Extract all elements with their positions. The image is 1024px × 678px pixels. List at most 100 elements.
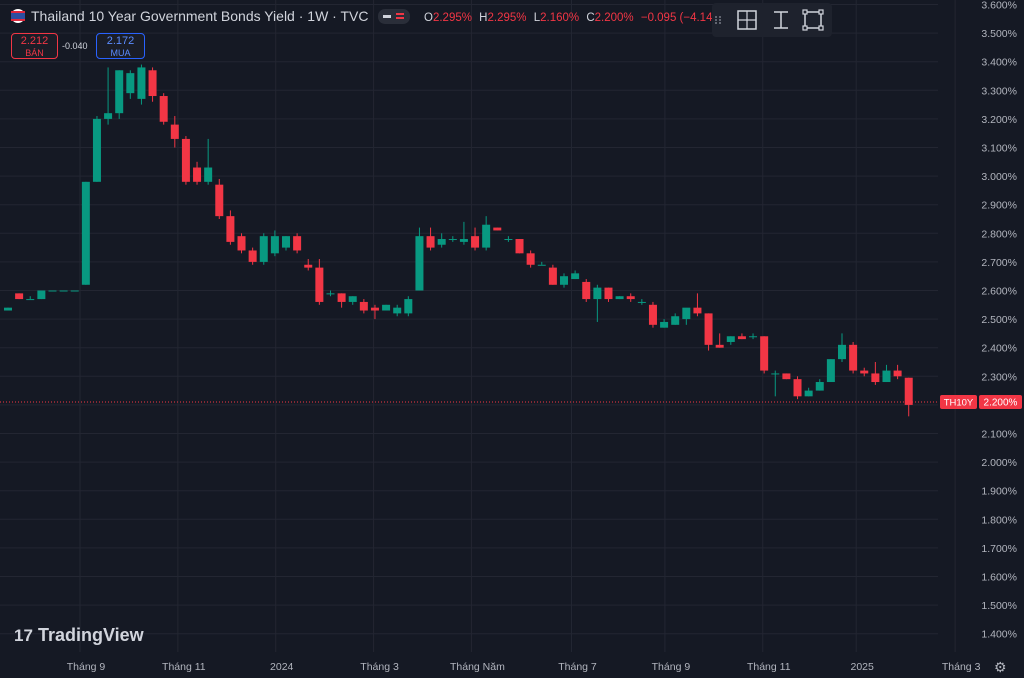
- candle-body: [493, 227, 502, 231]
- candle-body: [771, 373, 780, 375]
- candle-body: [760, 336, 769, 371]
- flag-stripe: [11, 13, 25, 19]
- symbol-title[interactable]: Thailand 10 Year Government Bonds Yield …: [31, 8, 368, 24]
- x-axis: Tháng 9 Tháng 11 2024 Tháng 3 Tháng Năm Tháng…: [67, 661, 981, 673]
- candle-body: [304, 264, 313, 268]
- y-tick-label: 3.600%: [981, 0, 1017, 12]
- tradingview-logo[interactable]: 17 TradingView: [14, 625, 144, 646]
- x-tick-label: Tháng 9: [67, 661, 106, 673]
- chart-toolbar: [712, 3, 832, 37]
- candle-body: [404, 299, 413, 314]
- y-tick-label: 1.900%: [981, 486, 1017, 498]
- price-value-label: 2.200%: [984, 398, 1018, 409]
- x-tick-label: Tháng 11: [747, 661, 791, 673]
- candle-body: [815, 382, 824, 391]
- candle-body: [204, 167, 213, 182]
- chart-header: Thailand 10 Year Government Bonds Yield …: [11, 8, 727, 24]
- candle-body: [826, 359, 835, 383]
- measure-icon[interactable]: [770, 9, 792, 31]
- drag-handle-icon[interactable]: [714, 15, 722, 25]
- candle-body: [437, 239, 446, 245]
- candle-body: [626, 296, 635, 300]
- x-tick-label: Tháng 11: [162, 661, 206, 673]
- flag-stripe-top: [11, 11, 25, 13]
- x-tick-label: Tháng Năm: [450, 661, 505, 673]
- candle-body: [504, 239, 513, 241]
- y-tick-label: 1.700%: [981, 543, 1017, 555]
- candle-body: [804, 390, 813, 397]
- candle-body: [282, 236, 290, 248]
- crosshair-icon[interactable]: [736, 9, 758, 31]
- candle-body: [81, 181, 90, 285]
- candle-body: [548, 267, 557, 285]
- candle-body: [515, 239, 524, 254]
- minus-icon: [383, 15, 391, 18]
- candle-body: [4, 307, 12, 311]
- candle-body: [315, 267, 324, 302]
- candles-group: [4, 64, 913, 417]
- x-tick-label: 2025: [850, 661, 874, 673]
- spread-value: -0.040: [62, 41, 88, 51]
- y-tick-label: 1.600%: [981, 572, 1017, 584]
- candle-body: [426, 236, 435, 248]
- y-tick-label: 2.900%: [981, 200, 1017, 212]
- sell-label: BÁN: [25, 48, 44, 58]
- candle-body: [15, 293, 24, 300]
- x-tick-label: Tháng 3: [360, 661, 399, 673]
- candle-body: [871, 373, 880, 383]
- buy-button[interactable]: 2.172 MUA: [96, 33, 145, 59]
- buy-label: MUA: [110, 48, 131, 58]
- candle-body: [704, 313, 713, 345]
- candle-body: [126, 73, 135, 94]
- candle-body: [793, 379, 802, 397]
- candle-body: [226, 216, 235, 242]
- tv-logo-icon: 17: [14, 626, 33, 645]
- candle-body: [471, 236, 480, 248]
- candle-body: [170, 124, 179, 139]
- x-tick-label: 2024: [270, 661, 294, 673]
- y-tick-label: 3.500%: [981, 28, 1017, 40]
- candle-body: [293, 236, 302, 251]
- gear-icon[interactable]: ⚙: [994, 659, 1007, 675]
- y-tick-label: 2.600%: [981, 286, 1017, 298]
- candle-body: [270, 236, 279, 254]
- candle-body: [571, 273, 580, 280]
- candle-body: [382, 304, 391, 311]
- candle-body: [137, 67, 146, 99]
- candle-body: [115, 70, 124, 114]
- candle-body: [860, 370, 869, 374]
- x-tick-label: Tháng 7: [558, 661, 597, 673]
- candle-body: [838, 344, 846, 360]
- candle-body: [593, 287, 602, 300]
- candle-body: [526, 253, 535, 265]
- candle-body: [604, 287, 613, 300]
- candle-body: [393, 307, 402, 314]
- sell-button[interactable]: 2.212 BÁN: [11, 33, 58, 59]
- visibility-toggle[interactable]: [378, 9, 410, 24]
- candle-body: [560, 276, 568, 285]
- candle-body: [582, 281, 591, 300]
- y-tick-label: 1.500%: [981, 600, 1017, 612]
- candle-body: [70, 290, 79, 292]
- candle-body: [37, 290, 46, 300]
- y-tick-label: 1.400%: [981, 629, 1017, 641]
- logo-text: TradingView: [37, 625, 144, 645]
- y-tick-label: 3.100%: [981, 143, 1017, 155]
- y-tick-label: 2.100%: [981, 429, 1017, 441]
- candle-body: [148, 70, 157, 97]
- symbol-tag: [940, 395, 977, 409]
- candle-body: [359, 301, 368, 311]
- candle-body: [181, 138, 190, 182]
- y-tick-label: 2.500%: [981, 314, 1017, 326]
- candle-body: [48, 290, 57, 292]
- flag-stripe-bottom: [11, 19, 25, 21]
- candle-body: [59, 290, 68, 292]
- candle-body: [448, 239, 457, 241]
- candle-body: [749, 336, 758, 338]
- fullscreen-icon[interactable]: [802, 9, 824, 31]
- candle-body: [660, 321, 669, 328]
- equal-icon: [396, 13, 404, 15]
- y-tick-label: 2.400%: [981, 343, 1017, 355]
- candle-body: [782, 373, 791, 380]
